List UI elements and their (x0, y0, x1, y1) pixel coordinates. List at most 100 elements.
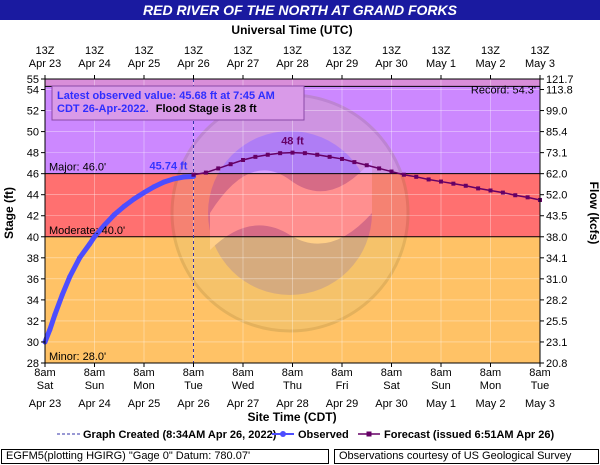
bottom-tick-time: 8am (133, 367, 154, 379)
observed-point (121, 203, 127, 209)
bottom-tick-date: May 2 (476, 398, 506, 410)
observed-point (161, 179, 167, 185)
bottom-tick-day: Mon (133, 380, 154, 392)
forecast-point (463, 183, 468, 188)
right-tick-label: 23.1 (546, 337, 567, 349)
legend-created: Graph Created (8:34AM Apr 26, 2022) (83, 429, 277, 441)
forecast-point (228, 162, 233, 167)
left-tick-label: 42 (27, 211, 39, 223)
left-tick-label: 30 (27, 337, 39, 349)
observed-point (67, 274, 73, 280)
forecast-point (414, 174, 419, 179)
forecast-point (253, 154, 258, 159)
footer-datum: EGFM5(plotting HGIRG) "Gage 0" Datum: 78… (1, 449, 329, 464)
bottom-tick-date: Apr 28 (276, 398, 308, 410)
left-tick-label: 55 (27, 74, 39, 86)
noaa-seal-watermark (170, 93, 410, 333)
forecast-point (315, 152, 320, 157)
bottom-axis-title: Site Time (CDT) (247, 410, 336, 424)
forecast-point (352, 160, 357, 165)
left-tick-label: 34 (27, 295, 39, 307)
y-left-label: Stage (ft) (2, 187, 16, 239)
observed-point (87, 241, 93, 247)
forecast-point (500, 190, 505, 195)
observed-point (151, 184, 157, 190)
top-tick-time: 13Z (85, 45, 104, 57)
bottom-tick-time: 8am (480, 367, 501, 379)
observed-point (92, 234, 97, 240)
observed-point (52, 312, 58, 318)
bottom-tick-time: 8am (183, 367, 204, 379)
top-tick-date: Apr 29 (326, 58, 358, 70)
forecast-point (191, 172, 196, 177)
observed-point (111, 212, 117, 218)
footer-credit: Observations courtesy of US Geological S… (334, 449, 599, 464)
observed-point (59, 292, 65, 298)
bottom-tick-day: Tue (531, 380, 550, 392)
plot-area: 45.74 ft 48 ft Record: 54.3' Major: 46.0'… (42, 78, 542, 364)
bottom-tick-day: Tue (184, 380, 203, 392)
top-tick-date: Apr 27 (227, 58, 259, 70)
forecast-point (340, 156, 344, 161)
chart-svg: RED RIVER OF THE NORTH AT GRAND FORKS Un… (0, 0, 600, 441)
left-tick-label: 36 (27, 274, 39, 286)
right-tick-label: 113.8 (546, 85, 573, 97)
observed-point (77, 255, 83, 261)
left-tick-label: 52 (27, 106, 39, 118)
info-box: Latest observed value: 45.68 ft at 7:45 … (51, 85, 305, 121)
right-tick-label: 20.8 (546, 358, 567, 370)
forecast-point (241, 157, 245, 162)
forecast-point (377, 166, 382, 171)
bottom-tick-date: Apr 24 (78, 398, 110, 410)
forecast-point (364, 163, 369, 168)
observed-point (141, 190, 147, 196)
bottom-tick-day: Mon (480, 380, 501, 392)
info-line-2-flood: Flood Stage is 28 ft (156, 103, 257, 115)
bottom-tick-date: Apr 23 (29, 398, 61, 410)
observed-points (42, 173, 196, 345)
left-tick-label: 46 (27, 169, 39, 181)
forecast-point (302, 151, 307, 156)
left-tick-label: 38 (27, 253, 39, 265)
info-line-1: Latest observed value: 45.68 ft at 7:45 … (57, 90, 275, 102)
bottom-tick-day: Sat (383, 380, 400, 392)
left-tick-label: 44 (27, 190, 39, 202)
bottom-tick-date: Apr 29 (326, 398, 358, 410)
observed-point (47, 326, 53, 332)
forecast-point (401, 172, 406, 177)
bottom-tick-time: 8am (282, 367, 303, 379)
observed-point (181, 174, 187, 180)
top-tick-date: Apr 25 (128, 58, 160, 70)
right-tick-label: 121.7 (546, 74, 574, 86)
forecast-point (476, 186, 481, 191)
bottom-tick-date: Apr 26 (177, 398, 209, 410)
forecast-point (439, 179, 443, 184)
right-tick-label: 38.0 (546, 232, 567, 244)
bottom-tick-date: May 1 (426, 398, 456, 410)
legend-observed: Observed (298, 429, 349, 441)
top-tick-time: 13Z (184, 45, 203, 57)
forecast-point (488, 188, 493, 193)
observed-point (101, 222, 107, 228)
bottom-tick-date: Apr 25 (128, 398, 160, 410)
bottom-tick-day: Wed (232, 380, 254, 392)
chart-title: RED RIVER OF THE NORTH AT GRAND FORKS (143, 2, 458, 18)
forecast-point (203, 170, 208, 175)
top-tick-time: 13Z (432, 45, 451, 57)
top-tick-time: 13Z (481, 45, 500, 57)
bottom-tick-day: Sun (85, 380, 105, 392)
forecast-point (513, 193, 518, 198)
y-right-label: Flow (kcfs) (587, 182, 600, 245)
top-tick-time: 13Z (283, 45, 302, 57)
top-tick-time: 13Z (234, 45, 253, 57)
legend: Graph Created (8:34AM Apr 26, 2022) Obse… (57, 429, 554, 441)
bottom-tick-day: Fri (336, 380, 349, 392)
bottom-tick-date: May 3 (525, 398, 555, 410)
top-tick-time: 13Z (382, 45, 401, 57)
right-tick-label: 34.1 (546, 253, 567, 265)
observed-point (171, 176, 177, 182)
bottom-tick-day: Sun (431, 380, 451, 392)
